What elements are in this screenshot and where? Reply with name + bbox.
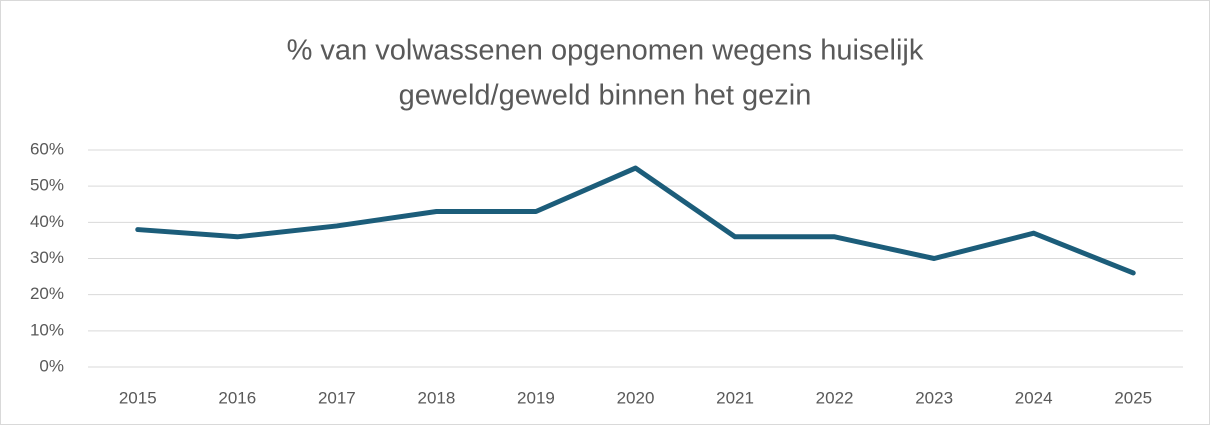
x-tick-label: 2017 (318, 388, 356, 407)
x-tick-label: 2018 (417, 388, 455, 407)
x-tick-label: 2021 (716, 388, 754, 407)
x-tick-label: 2022 (816, 388, 854, 407)
y-tick-label: 60% (30, 139, 64, 158)
x-tick-label: 2025 (1114, 388, 1152, 407)
x-tick-label: 2016 (218, 388, 256, 407)
y-tick-label: 20% (30, 284, 64, 303)
x-tick-label: 2020 (617, 388, 655, 407)
y-tick-label: 30% (30, 248, 64, 267)
x-tick-label: 2023 (915, 388, 953, 407)
y-tick-label: 50% (30, 176, 64, 195)
chart-title: geweld/geweld binnen het gezin (399, 80, 812, 112)
x-tick-label: 2019 (517, 388, 555, 407)
chart-title: % van volwassenen opgenomen wegens huise… (287, 35, 924, 67)
x-tick-label: 2024 (1015, 388, 1053, 407)
y-tick-label: 0% (39, 356, 64, 375)
x-tick-label: 2015 (119, 388, 157, 407)
y-tick-label: 10% (30, 320, 64, 339)
data-line (135, 165, 1136, 276)
y-tick-label: 40% (30, 212, 64, 231)
